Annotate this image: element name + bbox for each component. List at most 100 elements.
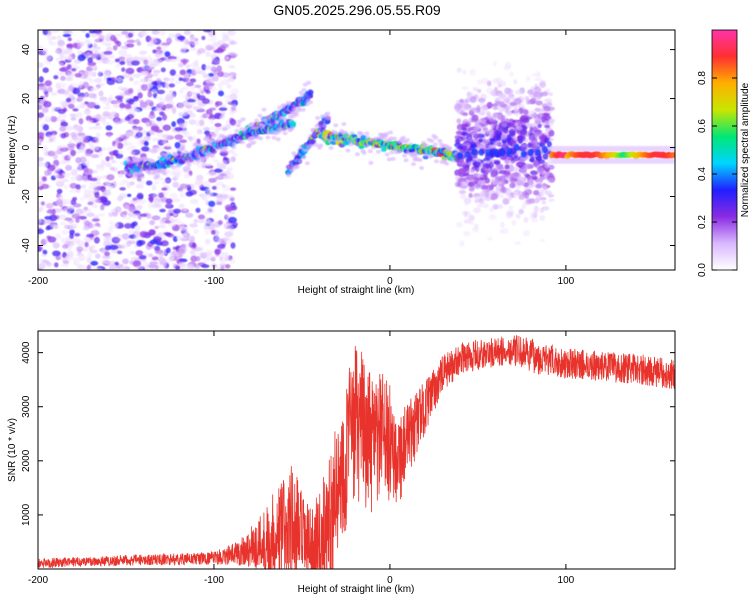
spectrogram-cell — [359, 131, 364, 136]
spectrogram-cell — [139, 213, 148, 217]
spectrogram-cell — [119, 170, 124, 178]
spectrogram-cell — [87, 119, 94, 125]
spectrogram-cell — [211, 133, 217, 138]
spectrogram-cell — [460, 193, 466, 200]
spectrogram-cell — [136, 192, 144, 200]
spectrogram-cell — [190, 85, 195, 92]
spectrogram-cell — [500, 221, 505, 229]
spectrogram-cell — [455, 138, 461, 145]
spectrogram-cell — [53, 150, 63, 155]
spectrogram-cell — [153, 236, 163, 242]
spectrogram-cell — [432, 142, 438, 147]
spectrogram-cell — [217, 81, 224, 88]
spectrogram-cell — [129, 77, 134, 82]
spectrogram-cell — [481, 184, 488, 190]
spectrogram-cell — [489, 124, 495, 130]
spectrogram-cell — [503, 179, 509, 184]
spectrogram-cell — [138, 136, 146, 144]
spectrogram-cell — [496, 140, 502, 146]
spectrogram-cell — [87, 61, 97, 67]
spectrogram-cell — [172, 176, 178, 181]
snr-frame — [37, 330, 676, 570]
spectrogram-cell — [88, 78, 95, 84]
spectrogram-cell — [64, 237, 71, 244]
spectrogram-cell — [41, 107, 49, 113]
spectrogram-cell — [150, 125, 160, 132]
spectrogram-cell — [510, 173, 515, 178]
spectrogram-x-tick-label: -200 — [28, 276, 48, 287]
spectrogram-cell — [516, 130, 524, 135]
spectrogram-cell — [345, 148, 351, 153]
spectrogram-cell — [46, 34, 52, 40]
spectrogram-cell — [463, 211, 468, 218]
spectrogram-cell — [195, 256, 201, 262]
spectrogram-cell — [64, 217, 73, 221]
spectrogram-cell — [515, 150, 522, 157]
spectrogram-cell — [103, 161, 111, 167]
spectrogram-cell — [143, 59, 149, 65]
spectrogram-cell — [483, 203, 490, 208]
spectrogram-cell — [122, 213, 127, 220]
spectrogram-cell — [161, 113, 168, 121]
spectrogram-cell — [158, 232, 164, 238]
snr-y-tick-label: 3000 — [21, 395, 32, 418]
spectrogram-cell — [476, 79, 483, 85]
spectrogram-cell — [86, 233, 95, 238]
spectrogram-cell — [95, 122, 100, 126]
spectrogram-cell — [148, 196, 154, 201]
spectrogram-cell — [282, 131, 288, 136]
spectrogram-cell — [217, 243, 226, 249]
spectrogram-cell — [91, 53, 98, 59]
spectrogram-cell — [151, 215, 161, 221]
spectrogram-cell — [127, 99, 134, 105]
spectrogram-cell — [113, 237, 122, 242]
spectrogram-cell — [490, 189, 495, 194]
spectrogram-cell — [116, 77, 123, 83]
spectrogram-cell — [240, 117, 246, 122]
spectrogram-cell — [226, 84, 232, 89]
spectrogram-cell — [479, 101, 485, 107]
spectrogram-cell — [87, 252, 93, 259]
spectrogram-cell — [513, 135, 518, 141]
spectrogram-cell — [404, 138, 410, 143]
spectrogram-cell — [106, 174, 115, 181]
spectrogram-cell — [234, 128, 240, 133]
spectrogram-cell — [85, 107, 90, 112]
spectrogram-cell — [56, 196, 65, 202]
spectrogram-cell — [179, 69, 187, 76]
spectrogram-cell — [122, 210, 128, 215]
spectrogram-cell — [178, 139, 188, 143]
spectrogram-cell — [271, 135, 277, 140]
spectrogram-cell — [62, 260, 70, 265]
spectrogram-cell — [211, 41, 221, 48]
spectrogram-cell — [87, 56, 93, 64]
spectrogram-cell — [192, 242, 197, 248]
spectrogram-cell — [154, 70, 160, 75]
spectrogram-cell — [518, 209, 524, 215]
spectrogram-cell — [105, 156, 110, 162]
spectrogram-cell — [57, 39, 65, 47]
spectrogram-cell — [197, 219, 205, 224]
spectrogram-cell — [40, 201, 45, 206]
spectrogram-cell — [532, 132, 538, 138]
spectrogram-cell — [333, 123, 339, 128]
spectrogram-cell — [52, 250, 61, 257]
spectrogram-cell — [77, 165, 83, 172]
spectrogram-cell — [484, 196, 492, 201]
spectrogram-cell — [116, 142, 124, 150]
spectrogram-cell — [456, 67, 462, 73]
spectrogram-cell — [192, 106, 198, 110]
spectrogram-cell — [186, 162, 192, 167]
spectrogram-cell — [72, 42, 78, 49]
spectrogram-cell — [423, 143, 429, 148]
spectrogram-cell — [231, 221, 238, 228]
spectrogram-cell — [217, 220, 223, 226]
spectrogram-cell — [202, 126, 211, 131]
spectrogram-cell — [159, 208, 166, 213]
spectrogram-cell — [201, 35, 206, 41]
spectrogram-cell — [126, 39, 136, 43]
spectrogram-cell — [119, 187, 126, 191]
spectrogram-cell — [315, 116, 321, 120]
spectrogram-cell — [229, 40, 238, 45]
spectrogram-y-tick-label: 20 — [21, 93, 32, 105]
